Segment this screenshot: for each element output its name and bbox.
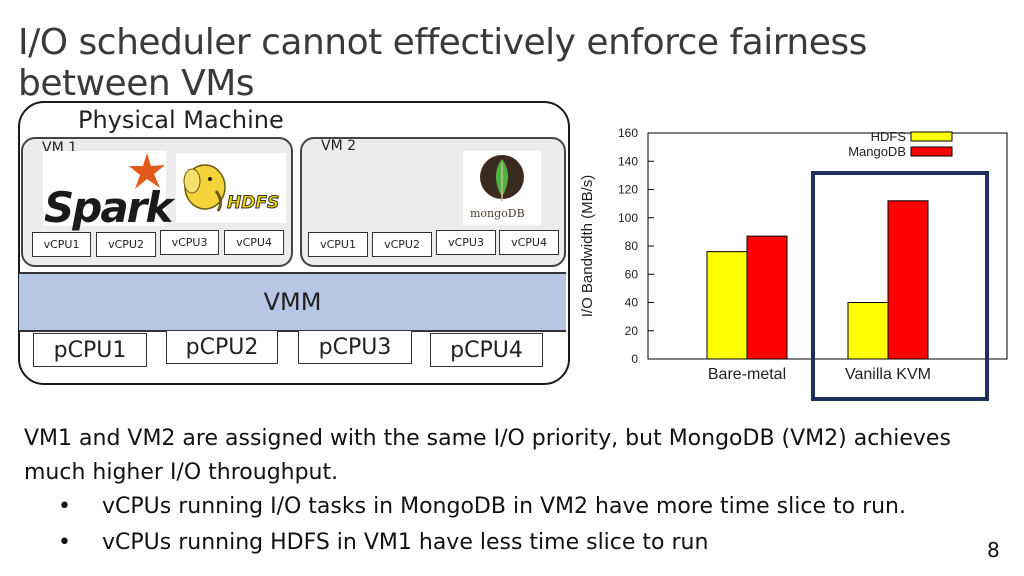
bar-mangodb-bare-metal — [746, 235, 788, 360]
vm2-label: VM 2 — [321, 138, 357, 154]
x-tick-label-vanilla-kvm: Vanilla KVM — [845, 366, 931, 383]
hdfs-logo-text: HDFS — [226, 193, 280, 214]
y-tick-label-20: 20 — [625, 324, 639, 338]
x-tick-label-bare-metal: Bare-metal — [708, 366, 786, 383]
y-tick-label-160: 160 — [618, 126, 638, 140]
y-axis-label: I/O Bandwidth (MB/s) — [579, 175, 596, 318]
pcpu2: pCPU2 — [166, 330, 278, 364]
vm1-vcpu2: vCPU2 — [96, 232, 156, 257]
bar-hdfs-vanilla-kvm — [847, 302, 889, 360]
y-tick-label-100: 100 — [618, 211, 638, 225]
vmm-layer: VMM — [19, 272, 566, 332]
y-tick-label-120: 120 — [618, 183, 638, 197]
vm1-vcpu4: vCPU4 — [224, 230, 284, 255]
vm2-vcpu3: vCPU3 — [436, 230, 496, 255]
vm2-vcpu2: vCPU2 — [372, 232, 432, 257]
pcpu3: pCPU3 — [298, 330, 412, 364]
spark-logo-text: Spark — [44, 183, 173, 232]
y-tick-label-60: 60 — [625, 267, 639, 281]
vm2-vcpu4: vCPU4 — [499, 230, 559, 255]
spark-star-icon — [129, 153, 165, 189]
y-tick-label-80: 80 — [625, 239, 639, 253]
plot-frame — [647, 132, 1008, 360]
vm1-vcpu1: vCPU1 — [32, 232, 91, 257]
page-number: 8 — [987, 538, 1000, 562]
physical-machine-label: Physical Machine — [78, 106, 284, 134]
summary-paragraph: VM1 and VM2 are assigned with the same I… — [24, 426, 951, 485]
pcpu1: pCPU1 — [33, 333, 147, 367]
legend-swatch-hdfs — [910, 131, 953, 142]
bar-mangodb-vanilla-kvm — [887, 200, 929, 360]
mongodb-logo-text: mongoDB — [470, 207, 525, 220]
slide-title: I/O scheduler cannot effectively enforce… — [18, 22, 867, 104]
y-tick-label-140: 140 — [618, 154, 638, 168]
y-tick-label-40: 40 — [625, 296, 639, 310]
bullet-item-2: vCPUs running HDFS in VM1 have less time… — [102, 530, 709, 555]
bullet-item-1: vCPUs running I/O tasks in MongoDB in VM… — [102, 494, 906, 519]
legend-label-mangodb: MangoDB — [848, 144, 906, 159]
y-tick-label-0: 0 — [631, 352, 638, 366]
io-bandwidth-chart: 0 20 40 60 80 100 120 140 160 I/O Bandwidth (MB/s… — [579, 126, 1008, 401]
bullet-marker-2: • — [58, 530, 71, 555]
highlight-box-vanilla-kvm — [811, 171, 989, 401]
vm2-vcpu1: vCPU1 — [308, 232, 368, 257]
mongodb-leaf-icon — [480, 155, 524, 201]
legend-label-hdfs: HDFS — [871, 129, 907, 144]
bar-hdfs-bare-metal — [706, 251, 748, 360]
hadoop-elephant-icon — [183, 164, 226, 212]
bullet-marker-1: • — [58, 494, 71, 519]
pcpu4: pCPU4 — [430, 333, 543, 367]
vm1-vcpu3: vCPU3 — [160, 230, 219, 255]
legend-swatch-mangodb — [910, 146, 953, 157]
